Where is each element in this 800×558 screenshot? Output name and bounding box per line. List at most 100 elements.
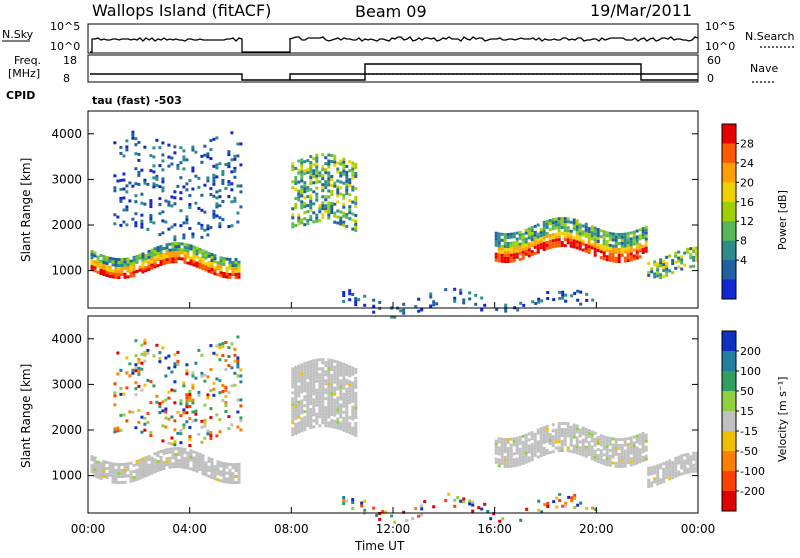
- heatmap-cell: [566, 238, 570, 242]
- heatmap-cell: [210, 473, 214, 477]
- heatmap-cell: [348, 395, 352, 399]
- heatmap-cell: [629, 445, 633, 449]
- heatmap-cell: [197, 206, 201, 210]
- heatmap-cell: [444, 499, 448, 503]
- heatmap-cell: [656, 268, 660, 272]
- heatmap-cell: [174, 242, 178, 246]
- heatmap-cell: [668, 269, 672, 273]
- heatmap-cell: [336, 411, 340, 415]
- heatmap-cell: [602, 236, 606, 240]
- heatmap-cell: [156, 255, 160, 259]
- heatmap-cell: [168, 459, 172, 463]
- heatmap-cell: [506, 257, 510, 260]
- heatmap-cell: [303, 410, 307, 414]
- heatmap-cell: [173, 353, 177, 357]
- heatmap-cell: [542, 248, 546, 251]
- heatmap-cell: [177, 462, 181, 466]
- heatmap-cell: [620, 241, 624, 245]
- heatmap-cell: [119, 151, 123, 155]
- heatmap-cell: [659, 273, 663, 277]
- heatmap-cell: [315, 412, 319, 416]
- heatmap-cell: [614, 256, 618, 260]
- heatmap-cell: [150, 456, 154, 460]
- heatmap-cell: [102, 258, 106, 261]
- heatmap-cell: [309, 393, 313, 397]
- heatmap-cell: [213, 254, 217, 258]
- heatmap-cell: [327, 397, 331, 401]
- heatmap-cell: [581, 432, 585, 436]
- heatmap-cell: [114, 462, 118, 466]
- heatmap-cell: [203, 144, 207, 148]
- heatmap-cell: [210, 458, 214, 462]
- heatmap-cell: [509, 241, 513, 245]
- heatmap-cell: [170, 156, 174, 160]
- heatmap-cell: [291, 367, 295, 371]
- heatmap-cell: [221, 173, 225, 176]
- heatmap-cell: [626, 446, 630, 450]
- heatmap-cell: [198, 262, 202, 266]
- heatmap-cell: [227, 195, 231, 199]
- heatmap-cell: [315, 400, 319, 404]
- heatmap-cell: [533, 251, 537, 255]
- heatmap-cell: [182, 149, 186, 153]
- heatmap-cell: [330, 374, 334, 377]
- heatmap-cell: [185, 399, 189, 403]
- heatmap-cell: [105, 461, 109, 464]
- heatmap-cell: [234, 469, 238, 472]
- heatmap-cell: [483, 502, 487, 506]
- heatmap-cell: [336, 420, 340, 424]
- heatmap-cell: [120, 261, 124, 264]
- heatmap-cell: [185, 411, 189, 415]
- heatmap-cell: [336, 161, 340, 165]
- heatmap-cell: [539, 430, 543, 434]
- heatmap-cell: [348, 298, 352, 302]
- heatmap-cell: [509, 247, 513, 251]
- heatmap-cell: [306, 376, 310, 380]
- heatmap-cell: [140, 192, 144, 196]
- heatmap-cell: [297, 379, 301, 383]
- heatmap-cell: [321, 177, 325, 181]
- heatmap-cell: [309, 390, 313, 394]
- heatmap-cell: [333, 377, 337, 381]
- heatmap-cell: [695, 469, 699, 473]
- heatmap-cell: [354, 300, 358, 304]
- heatmap-cell: [339, 424, 343, 428]
- heatmap-cell: [330, 205, 334, 208]
- heatmap-cell: [327, 204, 331, 208]
- heatmap-cell: [626, 235, 630, 239]
- heatmap-cell: [161, 189, 165, 193]
- heatmap-cell: [165, 463, 169, 467]
- heatmap-cell: [230, 384, 234, 388]
- heatmap-cell: [656, 274, 660, 278]
- heatmap-cell: [294, 426, 298, 429]
- heatmap-cell: [224, 386, 228, 389]
- heatmap-cell: [188, 435, 192, 438]
- heatmap-cell: [342, 425, 346, 429]
- heatmap-cell: [504, 309, 508, 313]
- heatmap-cell: [309, 381, 313, 385]
- heatmap-cell: [324, 210, 328, 214]
- heatmap-cell: [123, 260, 127, 264]
- heatmap-cell: [641, 435, 645, 438]
- heatmap-cell: [587, 441, 591, 445]
- heatmap-cell: [533, 242, 537, 246]
- colorbar-tick-label: 24: [740, 157, 754, 170]
- nsky-top-tick: 10^5: [50, 20, 80, 33]
- heatmap-cell: [230, 342, 234, 346]
- heatmap-cell: [548, 442, 552, 445]
- heatmap-cell: [300, 417, 304, 421]
- heatmap-cell: [650, 267, 654, 271]
- heatmap-cell: [324, 195, 328, 199]
- heatmap-cell: [602, 254, 606, 258]
- heatmap-cell: [138, 464, 142, 468]
- heatmap-cell: [656, 262, 660, 266]
- heatmap-cell: [494, 460, 498, 464]
- heatmap-cell: [122, 413, 126, 417]
- heatmap-cell: [321, 370, 325, 374]
- heatmap-cell: [354, 303, 358, 307]
- heatmap-cell: [186, 252, 190, 256]
- heatmap-cell: [309, 375, 313, 379]
- heatmap-cell: [563, 244, 567, 248]
- heatmap-cell: [225, 480, 229, 484]
